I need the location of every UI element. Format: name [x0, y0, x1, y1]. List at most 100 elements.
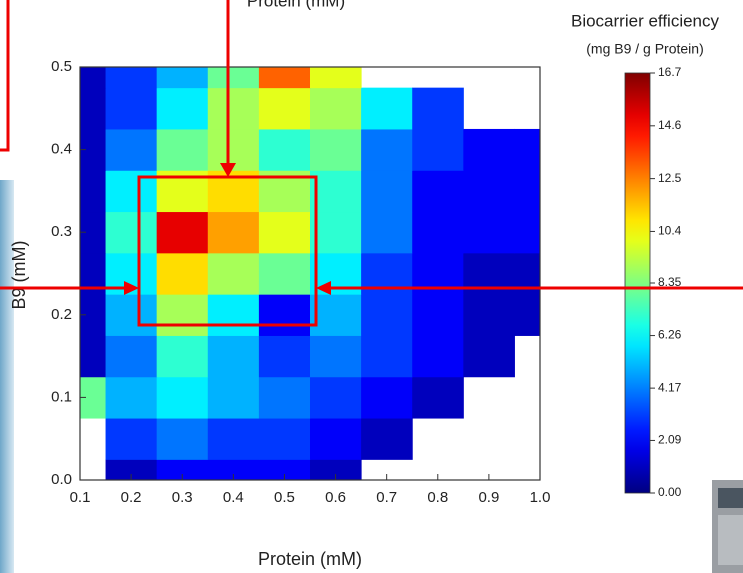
device-image [712, 480, 743, 573]
colorbar-title: Biocarrier efficiency [571, 11, 720, 30]
colorbar-tick-label: 8.35 [658, 275, 682, 289]
side-strip [0, 180, 14, 573]
contour-cell [361, 335, 413, 378]
x-tick-label: 0.2 [121, 489, 142, 506]
y-tick-label: 0.0 [51, 471, 72, 488]
red-box-left [0, 0, 10, 152]
contour-cell [258, 335, 311, 378]
contour-cell [258, 418, 311, 460]
x-axis-title: Protein (mM) [258, 549, 362, 569]
y-tick-label: 0.4 [51, 141, 72, 158]
contour-cell [514, 170, 540, 213]
colorbar-tick-label: 2.09 [658, 433, 682, 447]
contour-cell [105, 128, 158, 171]
x-tick-label: 0.6 [325, 489, 346, 506]
contour-cell [412, 128, 464, 171]
contour-cell [361, 211, 413, 254]
contour-cell [207, 67, 260, 89]
contour-cell [310, 67, 362, 89]
contour-cell [463, 170, 515, 213]
contour-cell [463, 128, 515, 171]
y-tick-label: 0.5 [51, 58, 72, 75]
contour-cell [310, 335, 362, 378]
contour-cell [463, 335, 515, 378]
contour-cell [412, 170, 464, 213]
contour-cell [258, 67, 311, 89]
contour-cell [156, 459, 209, 480]
contour-cell [105, 459, 158, 480]
contour-cell [207, 335, 260, 378]
contour-cell [310, 87, 362, 130]
contour-cell [463, 211, 515, 254]
arrow-heads [124, 163, 331, 295]
contour-cell [105, 418, 158, 460]
contour-cell [207, 252, 260, 295]
contour-cell [412, 335, 464, 378]
contour-cell [258, 87, 311, 130]
contour-cell [156, 252, 209, 295]
colorbar-tick-label: 10.4 [658, 224, 682, 238]
contour-cell [310, 170, 362, 213]
contour-cell [105, 376, 158, 419]
contour-cell [156, 67, 209, 89]
contour-cell [258, 128, 311, 171]
contour-cell [156, 211, 209, 254]
contour-cell [80, 170, 107, 213]
contour-cell [412, 376, 464, 419]
x-tick-label: 0.8 [427, 489, 448, 506]
contour-cell [310, 459, 362, 480]
contour-cell [105, 211, 158, 254]
contour-cell [514, 128, 540, 171]
contour-cell [310, 128, 362, 171]
x-tick-label: 0.1 [70, 489, 91, 506]
contour-cell [156, 294, 209, 336]
contour-cell [310, 294, 362, 336]
colorbar-tick-label: 4.17 [658, 380, 682, 394]
contour-cell [207, 376, 260, 419]
contour-cell [156, 87, 209, 130]
colorbar-tick-label: 14.6 [658, 118, 682, 132]
contour-cell [361, 170, 413, 213]
red-box [137, 175, 318, 327]
contour-cell [361, 418, 413, 460]
contour-cell [156, 376, 209, 419]
x-tick-label: 0.4 [223, 489, 244, 506]
contour-cell [258, 376, 311, 419]
contour-cell [361, 294, 413, 336]
y-tick-label: 0.3 [51, 223, 72, 240]
colorbar-tick-label: 16.7 [658, 65, 682, 79]
x-tick-label: 0.3 [172, 489, 193, 506]
contour-cell [156, 335, 209, 378]
contour-cell [207, 294, 260, 336]
top-label: Protein (mM) [247, 0, 345, 10]
annotations [0, 0, 743, 327]
contour-cell [207, 211, 260, 254]
contour-cell [105, 335, 158, 378]
contour-cell [258, 252, 311, 295]
contour-cell [412, 87, 464, 130]
contour-cell [207, 418, 260, 460]
colorbar-tick-label: 0.00 [658, 485, 682, 499]
contour-cell [412, 211, 464, 254]
x-tick-label: 0.5 [274, 489, 295, 506]
contour-cell [80, 67, 107, 89]
contour-cell [80, 87, 107, 130]
contour-cell [156, 128, 209, 171]
contour-cell [361, 376, 413, 419]
contour-cell [258, 211, 311, 254]
y-axis-title: B9 (mM) [9, 241, 29, 310]
colorbar-tick-label: 6.26 [658, 328, 682, 342]
y-tick-label: 0.2 [51, 306, 72, 323]
x-tick-label: 0.7 [376, 489, 397, 506]
x-tick-label: 0.9 [478, 489, 499, 506]
contour-cell [412, 294, 464, 336]
y-tick-label: 0.1 [51, 388, 72, 405]
contour-cell [105, 294, 158, 336]
contour-cell [310, 376, 362, 419]
contour-cell [310, 418, 362, 460]
colorbar [624, 72, 651, 494]
contour-cell [156, 418, 209, 460]
contour-cell [105, 87, 158, 130]
colorbar-tick-label: 12.5 [658, 171, 682, 185]
colorbar-subtitle: (mg B9 / g Protein) [586, 41, 704, 57]
